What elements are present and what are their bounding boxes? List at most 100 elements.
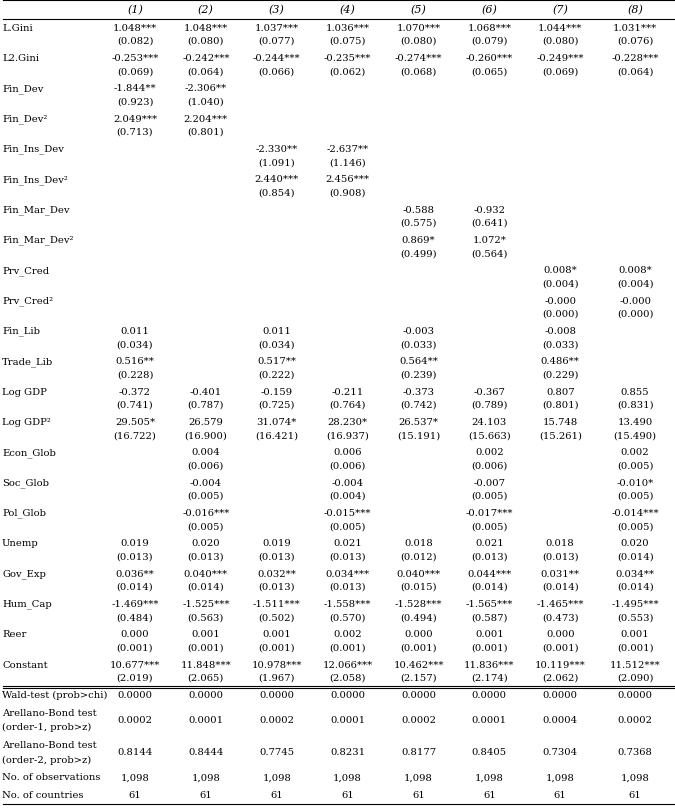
Text: (2.065): (2.065) — [188, 673, 224, 682]
Text: -0.016***: -0.016*** — [182, 508, 230, 517]
Text: -0.401: -0.401 — [190, 387, 222, 396]
Text: 1,098: 1,098 — [475, 772, 504, 782]
Text: 0.0002: 0.0002 — [259, 715, 294, 724]
Text: (0.064): (0.064) — [617, 67, 653, 76]
Text: (0.000): (0.000) — [617, 310, 653, 319]
Text: -0.228***: -0.228*** — [612, 54, 659, 62]
Text: -0.253***: -0.253*** — [111, 54, 159, 62]
Text: 61: 61 — [200, 790, 212, 800]
Text: -0.003: -0.003 — [402, 327, 435, 336]
Text: 0.000: 0.000 — [121, 629, 149, 638]
Text: -1.558***: -1.558*** — [324, 599, 371, 608]
Text: (0.001): (0.001) — [329, 643, 366, 652]
Text: (0.005): (0.005) — [471, 521, 508, 530]
Text: 1,098: 1,098 — [192, 772, 220, 782]
Text: 0.0000: 0.0000 — [543, 690, 578, 699]
Text: (0.001): (0.001) — [188, 643, 224, 652]
Text: (0.013): (0.013) — [329, 552, 366, 561]
Text: (0.741): (0.741) — [117, 401, 153, 410]
Text: (15.191): (15.191) — [397, 431, 440, 440]
Text: (0.012): (0.012) — [400, 552, 437, 561]
Text: (0.553): (0.553) — [617, 612, 653, 621]
Text: 0.018: 0.018 — [546, 539, 574, 547]
Text: 0.855: 0.855 — [621, 387, 649, 396]
Text: Log GDP: Log GDP — [2, 387, 47, 396]
Text: -0.159: -0.159 — [261, 387, 293, 396]
Text: 10.677***: 10.677*** — [110, 660, 160, 669]
Text: 0.018: 0.018 — [404, 539, 433, 547]
Text: 61: 61 — [342, 790, 354, 800]
Text: 1.044***: 1.044*** — [538, 24, 583, 32]
Text: (0.082): (0.082) — [117, 36, 153, 46]
Text: (0.005): (0.005) — [471, 491, 508, 500]
Text: 2.204***: 2.204*** — [184, 114, 228, 123]
Text: (0.787): (0.787) — [188, 401, 224, 410]
Text: Unemp: Unemp — [2, 539, 38, 547]
Text: (0.801): (0.801) — [188, 128, 224, 137]
Text: (0.079): (0.079) — [471, 36, 508, 46]
Text: (0.069): (0.069) — [542, 67, 578, 76]
Text: 24.103: 24.103 — [472, 418, 507, 427]
Text: -0.010*: -0.010* — [616, 478, 654, 487]
Text: (0.066): (0.066) — [259, 67, 295, 76]
Text: (1): (1) — [127, 5, 143, 15]
Text: 0.040***: 0.040*** — [184, 569, 228, 578]
Text: 0.0001: 0.0001 — [330, 715, 365, 724]
Text: -1.465***: -1.465*** — [537, 599, 584, 608]
Text: (0.004): (0.004) — [542, 279, 578, 288]
Text: 11.836***: 11.836*** — [464, 660, 514, 669]
Text: (5): (5) — [410, 5, 427, 15]
Text: (0.742): (0.742) — [400, 401, 437, 410]
Text: 1.048***: 1.048*** — [113, 24, 157, 32]
Text: 0.019: 0.019 — [121, 539, 149, 547]
Text: (0.001): (0.001) — [471, 643, 508, 652]
Text: (0.587): (0.587) — [471, 612, 508, 621]
Text: Reer: Reer — [2, 629, 26, 638]
Text: -0.008: -0.008 — [544, 327, 576, 336]
Text: 0.020: 0.020 — [621, 539, 649, 547]
Text: 28.230*: 28.230* — [327, 418, 368, 427]
Text: Fin_Dev: Fin_Dev — [2, 84, 43, 93]
Text: -0.211: -0.211 — [331, 387, 364, 396]
Text: (1.146): (1.146) — [329, 158, 366, 167]
Text: (15.490): (15.490) — [614, 431, 657, 440]
Text: -0.932: -0.932 — [473, 205, 506, 214]
Text: (15.261): (15.261) — [539, 431, 582, 440]
Text: (0.575): (0.575) — [400, 219, 437, 228]
Text: (3): (3) — [269, 5, 285, 15]
Text: Trade_Lib: Trade_Lib — [2, 357, 53, 366]
Text: -0.260***: -0.260*** — [466, 54, 513, 62]
Text: (0.013): (0.013) — [188, 552, 224, 561]
Text: (0.789): (0.789) — [471, 401, 508, 410]
Text: 0.0000: 0.0000 — [117, 690, 153, 699]
Text: 0.002: 0.002 — [333, 629, 362, 638]
Text: (0.014): (0.014) — [117, 582, 153, 591]
Text: (16.722): (16.722) — [113, 431, 157, 440]
Text: -1.528***: -1.528*** — [395, 599, 442, 608]
Text: (0.064): (0.064) — [188, 67, 224, 76]
Text: (0.005): (0.005) — [617, 491, 653, 500]
Text: (0.013): (0.013) — [117, 552, 153, 561]
Text: (0.033): (0.033) — [400, 340, 437, 349]
Text: (0.854): (0.854) — [259, 188, 295, 197]
Text: (0.015): (0.015) — [400, 582, 437, 591]
Text: -2.637**: -2.637** — [327, 144, 369, 154]
Text: -0.004: -0.004 — [190, 478, 222, 487]
Text: 0.011: 0.011 — [121, 327, 149, 336]
Text: 0.002: 0.002 — [475, 448, 504, 457]
Text: 61: 61 — [483, 790, 495, 800]
Text: -0.274***: -0.274*** — [395, 54, 442, 62]
Text: (0.005): (0.005) — [617, 521, 653, 530]
Text: Constant: Constant — [2, 660, 48, 669]
Text: 0.0002: 0.0002 — [618, 715, 653, 724]
Text: (0.494): (0.494) — [400, 612, 437, 621]
Text: (0.764): (0.764) — [329, 401, 366, 410]
Text: (0.001): (0.001) — [400, 643, 437, 652]
Text: 61: 61 — [629, 790, 641, 800]
Text: (0.034): (0.034) — [259, 340, 295, 349]
Text: -1.495***: -1.495*** — [612, 599, 659, 608]
Text: -0.017***: -0.017*** — [466, 508, 513, 517]
Text: (0.065): (0.065) — [471, 67, 508, 76]
Text: (0.923): (0.923) — [117, 97, 153, 106]
Text: 0.7368: 0.7368 — [618, 748, 653, 757]
